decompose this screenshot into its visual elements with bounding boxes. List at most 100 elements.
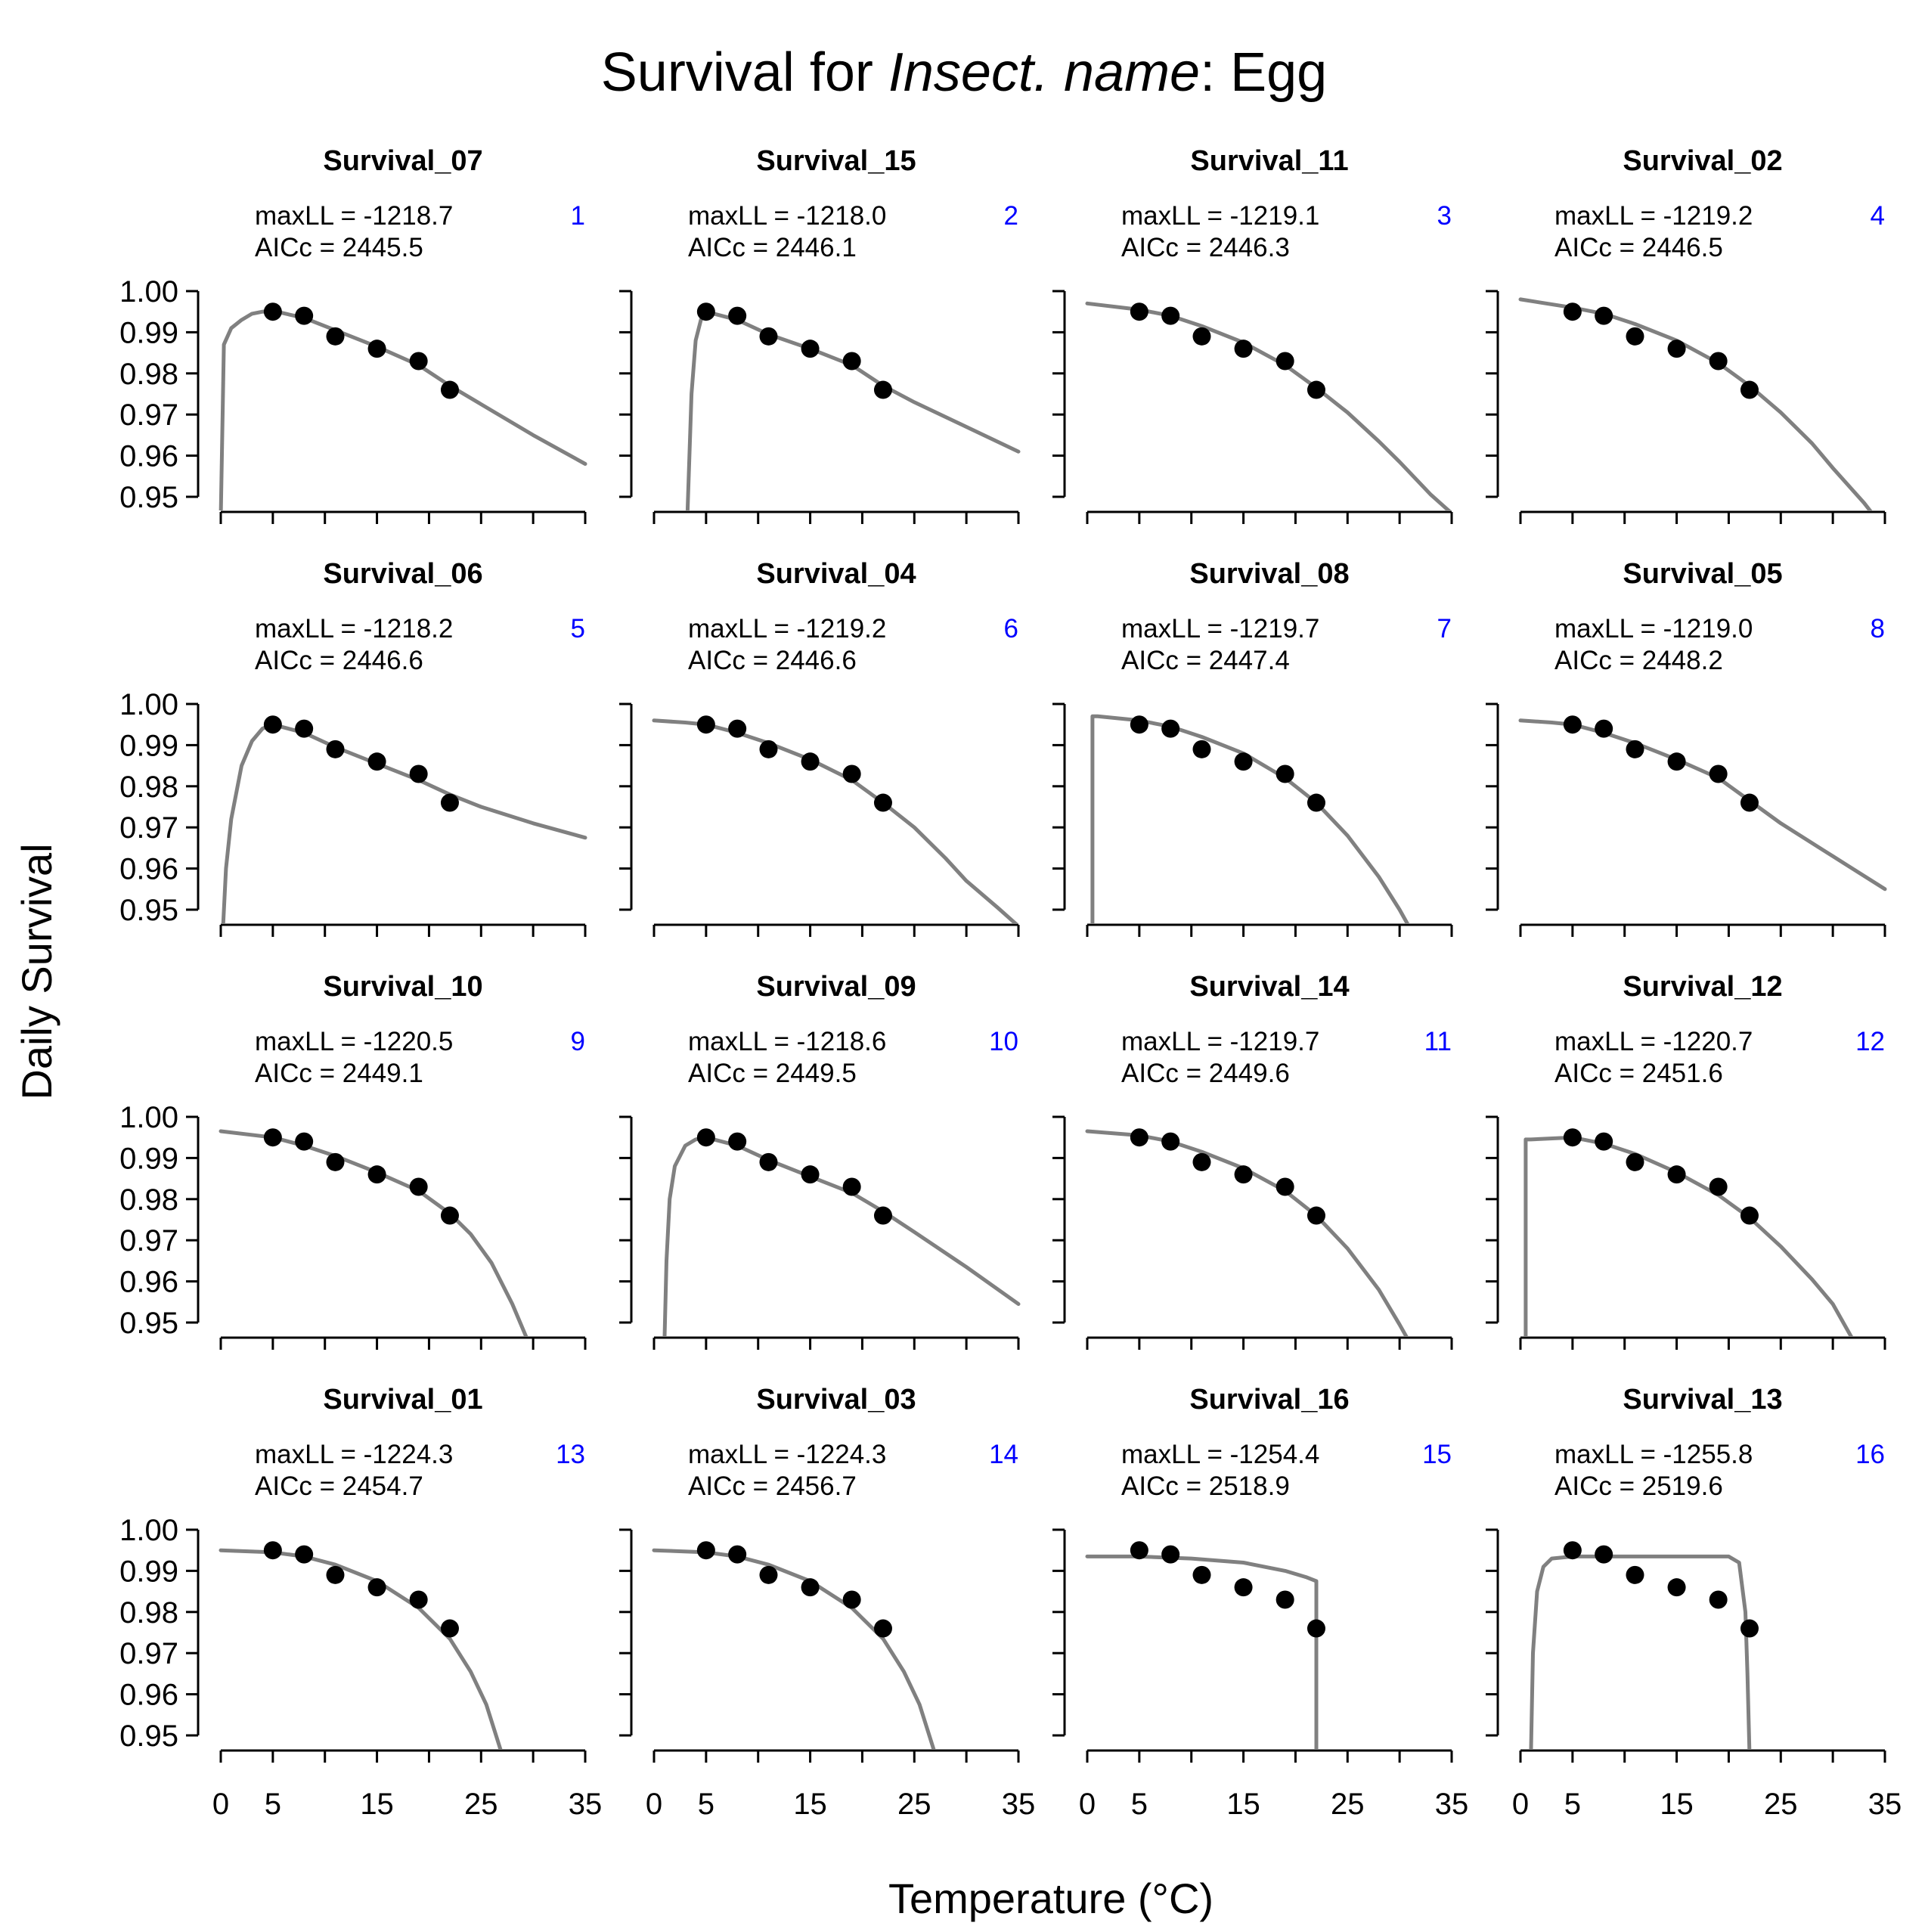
x-tick-label: 35 [1002, 1788, 1036, 1821]
panel-title: Survival_13 [1623, 1384, 1782, 1416]
panel-title: Survival_15 [756, 145, 916, 177]
observed-point [263, 302, 282, 321]
observed-point [1307, 380, 1325, 399]
panel-title: Survival_02 [1623, 145, 1782, 177]
observed-point [728, 1545, 747, 1564]
model-curve [219, 1129, 528, 1336]
observed-point [367, 1578, 386, 1597]
observed-point [367, 340, 386, 358]
y-tick-label: 0.95 [119, 481, 178, 514]
y-tick-label: 0.95 [119, 894, 178, 927]
x-tick-label: 0 [646, 1788, 662, 1821]
panel-aicc: AICc = 2449.6 [1121, 1059, 1290, 1088]
observed-point [842, 764, 861, 783]
x-tick-label: 25 [1331, 1788, 1365, 1821]
observed-point [1709, 764, 1728, 783]
panel-rank: 6 [1004, 614, 1018, 643]
observed-point [1192, 1152, 1211, 1171]
observed-point [409, 352, 428, 371]
panel-rank: 15 [1422, 1440, 1452, 1469]
observed-point [1307, 1206, 1325, 1225]
panel-title: Survival_05 [1623, 558, 1782, 590]
observed-point [326, 1565, 345, 1584]
observed-point [1709, 1590, 1728, 1609]
y-tick-label: 0.98 [119, 1183, 178, 1217]
panel: Survival_14 maxLL = -1219.7 AICc = 2449.6 1… [1052, 971, 1453, 1350]
panel: Survival_12 maxLL = -1220.7 AICc = 2451.6 1… [1486, 971, 1886, 1350]
chart-title-suffix: : Egg [1200, 42, 1327, 103]
x-tick-label: 15 [793, 1788, 827, 1821]
observed-point [1276, 1590, 1294, 1609]
observed-point [1130, 1128, 1148, 1147]
observed-point [696, 1128, 715, 1147]
observed-point [1626, 327, 1644, 346]
observed-point [263, 1128, 282, 1147]
panel-rank: 11 [1424, 1027, 1452, 1056]
panel-rank: 3 [1437, 201, 1452, 231]
observed-point [1276, 1177, 1294, 1196]
observed-point [1626, 740, 1644, 758]
x-tick-label: 5 [265, 1788, 281, 1821]
panel-title: Survival_10 [323, 971, 482, 1003]
panel-title: Survival_12 [1623, 971, 1782, 1003]
model-curve [221, 722, 587, 923]
observed-point [728, 719, 747, 738]
model-curve [1523, 1135, 1853, 1336]
panel: Survival_04 maxLL = -1219.2 AICc = 2446.6 6 [619, 558, 1020, 937]
panel-rank: 16 [1855, 1440, 1885, 1469]
observed-point [1192, 1565, 1211, 1584]
observed-point [440, 1206, 459, 1225]
panel-title: Survival_06 [323, 558, 482, 590]
panel-aicc: AICc = 2519.6 [1554, 1471, 1723, 1501]
panel: Survival_08 maxLL = -1219.7 AICc = 2447.4 7 [1052, 558, 1453, 937]
observed-point [440, 793, 459, 812]
chart-title: Survival for Insect. name: Egg [601, 42, 1327, 103]
panel-rank: 10 [989, 1027, 1018, 1056]
observed-point [1307, 793, 1325, 812]
observed-point [367, 1165, 386, 1184]
y-tick-label: 1.00 [119, 275, 178, 309]
observed-point [1595, 1545, 1613, 1564]
observed-point [842, 1590, 861, 1609]
panel-maxll: maxLL = -1219.7 [1121, 614, 1319, 643]
panel-title: Survival_16 [1189, 1384, 1349, 1416]
observed-point [1667, 752, 1686, 771]
panel-maxll: maxLL = -1219.7 [1121, 1027, 1319, 1056]
y-tick-label: 0.97 [119, 398, 178, 432]
model-curve [652, 718, 1018, 923]
observed-point [728, 306, 747, 325]
panel-aicc: AICc = 2448.2 [1554, 646, 1723, 675]
y-tick-label: 0.99 [119, 1555, 178, 1588]
observed-point [1563, 1541, 1582, 1560]
panel-title: Survival_04 [756, 558, 916, 590]
panel-maxll: maxLL = -1218.0 [688, 201, 886, 231]
panel: Survival_06 maxLL = -1218.2 AICc = 2446.6 5… [119, 558, 587, 937]
panel-title: Survival_14 [1189, 971, 1349, 1003]
observed-point [1709, 352, 1728, 371]
observed-point [696, 1541, 715, 1560]
y-tick-label: 1.00 [119, 688, 178, 721]
observed-point [1192, 327, 1211, 346]
y-tick-label: 1.00 [119, 1101, 178, 1134]
panel-rank: 12 [1855, 1027, 1885, 1056]
panel-maxll: maxLL = -1219.2 [1554, 201, 1753, 231]
observed-point [1130, 302, 1148, 321]
observed-point [1130, 715, 1148, 734]
panel-maxll: maxLL = -1220.7 [1554, 1027, 1753, 1056]
observed-point [873, 1206, 892, 1225]
observed-point [295, 719, 314, 738]
chart-title-species: Insect. name [888, 42, 1200, 103]
panel-maxll: maxLL = -1219.2 [688, 614, 886, 643]
y-tick-label: 0.98 [119, 771, 178, 804]
observed-point [367, 752, 386, 771]
model-curve [685, 309, 1021, 510]
observed-point [1709, 1177, 1728, 1196]
panel-aicc: AICc = 2445.5 [255, 233, 423, 262]
y-axis-label: Daily Survival [13, 843, 60, 1099]
model-curve [1090, 714, 1410, 923]
x-tick-label: 25 [1764, 1788, 1798, 1821]
observed-point [1595, 1132, 1613, 1151]
